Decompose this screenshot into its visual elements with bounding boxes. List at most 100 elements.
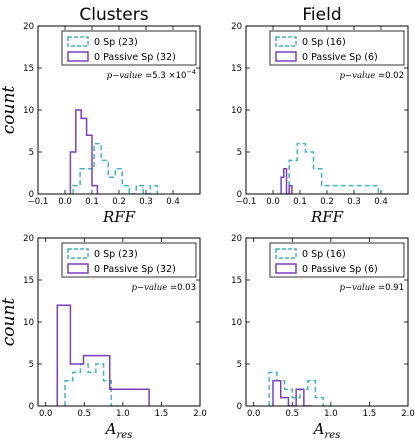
x-tick-label: 0.0	[58, 197, 72, 207]
legend-swatch-0	[275, 248, 297, 259]
x-tick-label: 0.5	[78, 409, 92, 419]
legend-swatch-0	[67, 248, 89, 259]
histogram-series-1	[69, 109, 99, 194]
legend-swatch-1	[275, 51, 297, 62]
y-tick-label: 0	[29, 402, 34, 412]
legend: 0 Sp (23) 0 Passive Sp (32)	[61, 242, 197, 278]
x-tick-label: 0.5	[286, 409, 300, 419]
p-value-value: =0.03	[167, 283, 196, 293]
histograms	[280, 142, 380, 194]
x-tick-label: 2.0	[401, 409, 415, 419]
y-tick-label: 5	[29, 148, 34, 158]
x-tick-label: −0.1	[28, 197, 49, 207]
x-tick-label: 0.2	[320, 197, 334, 207]
legend-box	[61, 30, 197, 66]
legend-swatch-1	[67, 263, 89, 274]
y-tick-label: 5	[237, 148, 242, 158]
y-tick-label: 10	[23, 318, 34, 328]
legend-swatch-1	[275, 263, 297, 274]
column-title-field: Field	[302, 5, 341, 25]
y-tick-label: 5	[29, 360, 34, 370]
x-axis-label-subscript: res	[117, 430, 133, 440]
x-axis-label-subscript: res	[325, 430, 341, 440]
y-tick-label: 10	[231, 318, 242, 328]
histogram-series-1	[56, 304, 150, 406]
x-tick-label: 1.0	[116, 409, 130, 419]
column-title-clusters: Clusters	[79, 5, 148, 25]
x-axis-label: RFF	[310, 208, 344, 226]
y-tick-label: 10	[23, 106, 34, 116]
legend-label-1: 0 Passive Sp (32)	[94, 52, 176, 63]
y-tick-label: 15	[231, 64, 242, 74]
histogram-series-1	[272, 380, 312, 406]
x-axis-label-main: A	[312, 420, 325, 438]
x-tick-label: 2.0	[193, 409, 207, 419]
y-axis-label: count	[0, 298, 19, 347]
y-tick-label: 20	[231, 22, 242, 32]
x-tick-label: 0.3	[139, 197, 153, 207]
p-value-exponent: −4	[186, 68, 196, 76]
legend-label-1: 0 Passive Sp (6)	[302, 264, 378, 275]
histogram-series-0	[64, 363, 119, 406]
legend: 0 Sp (16) 0 Passive Sp (6)	[269, 242, 405, 278]
panel-bottom-right: 0.0 0.5 1.0 1.5 2.0 0 5 10 15 20 Ares 0 Sp (16) 0 Pa…	[231, 234, 415, 440]
p-value-value: =5.3 ×10	[142, 71, 186, 81]
p-value-prefix: p−value	[132, 283, 168, 293]
x-tick-label: 0.0	[247, 409, 261, 419]
p-value-annotation: p−value =5.3 ×10−4	[107, 68, 196, 81]
histogram-series-1	[280, 168, 293, 194]
y-tick-label: 0	[237, 402, 242, 412]
y-tick-label: 5	[237, 360, 242, 370]
x-axis-label: Ares	[312, 420, 341, 440]
y-tick-label: 20	[231, 234, 242, 244]
y-tick-label: 20	[23, 234, 34, 244]
legend: 0 Sp (16) 0 Passive Sp (6)	[269, 30, 405, 66]
p-value-value: =0.91	[375, 283, 404, 293]
histogram-series-0	[281, 142, 380, 194]
p-value-prefix: p−value	[340, 283, 376, 293]
legend-swatch-0	[67, 36, 89, 47]
p-value-annotation: p−value =0.91	[340, 283, 404, 293]
legend-swatch-0	[275, 36, 297, 47]
x-tick-label: 1.0	[324, 409, 338, 419]
p-value-prefix: p−value	[107, 71, 143, 81]
legend: 0 Sp (23) 0 Passive Sp (32)	[61, 30, 197, 66]
legend-box	[61, 242, 197, 278]
p-value-prefix: p−value	[340, 71, 376, 81]
histograms	[69, 109, 159, 194]
legend-swatch-1	[67, 51, 89, 62]
legend-label-0: 0 Sp (16)	[302, 37, 346, 48]
x-tick-label: 0.0	[39, 409, 53, 419]
legend-box	[269, 242, 405, 278]
p-value-annotation: p−value =0.02	[340, 71, 404, 81]
x-axis-label-main: RFF	[102, 208, 136, 226]
x-tick-label: 0.1	[85, 197, 99, 207]
histogram-series-0	[72, 142, 159, 194]
legend-label-1: 0 Passive Sp (32)	[94, 264, 176, 275]
histograms	[56, 304, 150, 406]
x-axis-label: RFF	[102, 208, 136, 226]
y-tick-label: 10	[231, 106, 242, 116]
x-tick-label: −0.1	[236, 197, 257, 207]
histogram-series-0	[268, 371, 331, 406]
y-axis-label: count	[0, 86, 19, 135]
x-tick-label: 1.5	[155, 409, 169, 419]
y-tick-label: 20	[23, 22, 34, 32]
panel-top-left: −0.1 0.0 0.1 0.2 0.3 0.4 0 5 10 15 20 RFF count 0 Sp …	[0, 22, 201, 226]
legend-box	[269, 30, 405, 66]
legend-label-0: 0 Sp (16)	[302, 249, 346, 260]
x-axis-label-main: RFF	[310, 208, 344, 226]
x-axis-label: Ares	[104, 420, 133, 440]
x-tick-label: 0.2	[112, 197, 126, 207]
x-tick-label: 0.4	[374, 197, 388, 207]
p-value-value: =0.02	[375, 71, 404, 81]
histograms	[268, 371, 331, 406]
panel-bottom-left: 0.0 0.5 1.0 1.5 2.0 0 5 10 15 20 Ares count 0 Sp (23…	[0, 234, 207, 440]
x-tick-label: 0.3	[347, 197, 361, 207]
legend-label-1: 0 Passive Sp (6)	[302, 52, 378, 63]
y-tick-label: 0	[237, 190, 242, 200]
x-tick-label: 0.1	[293, 197, 307, 207]
legend-label-0: 0 Sp (23)	[94, 37, 138, 48]
